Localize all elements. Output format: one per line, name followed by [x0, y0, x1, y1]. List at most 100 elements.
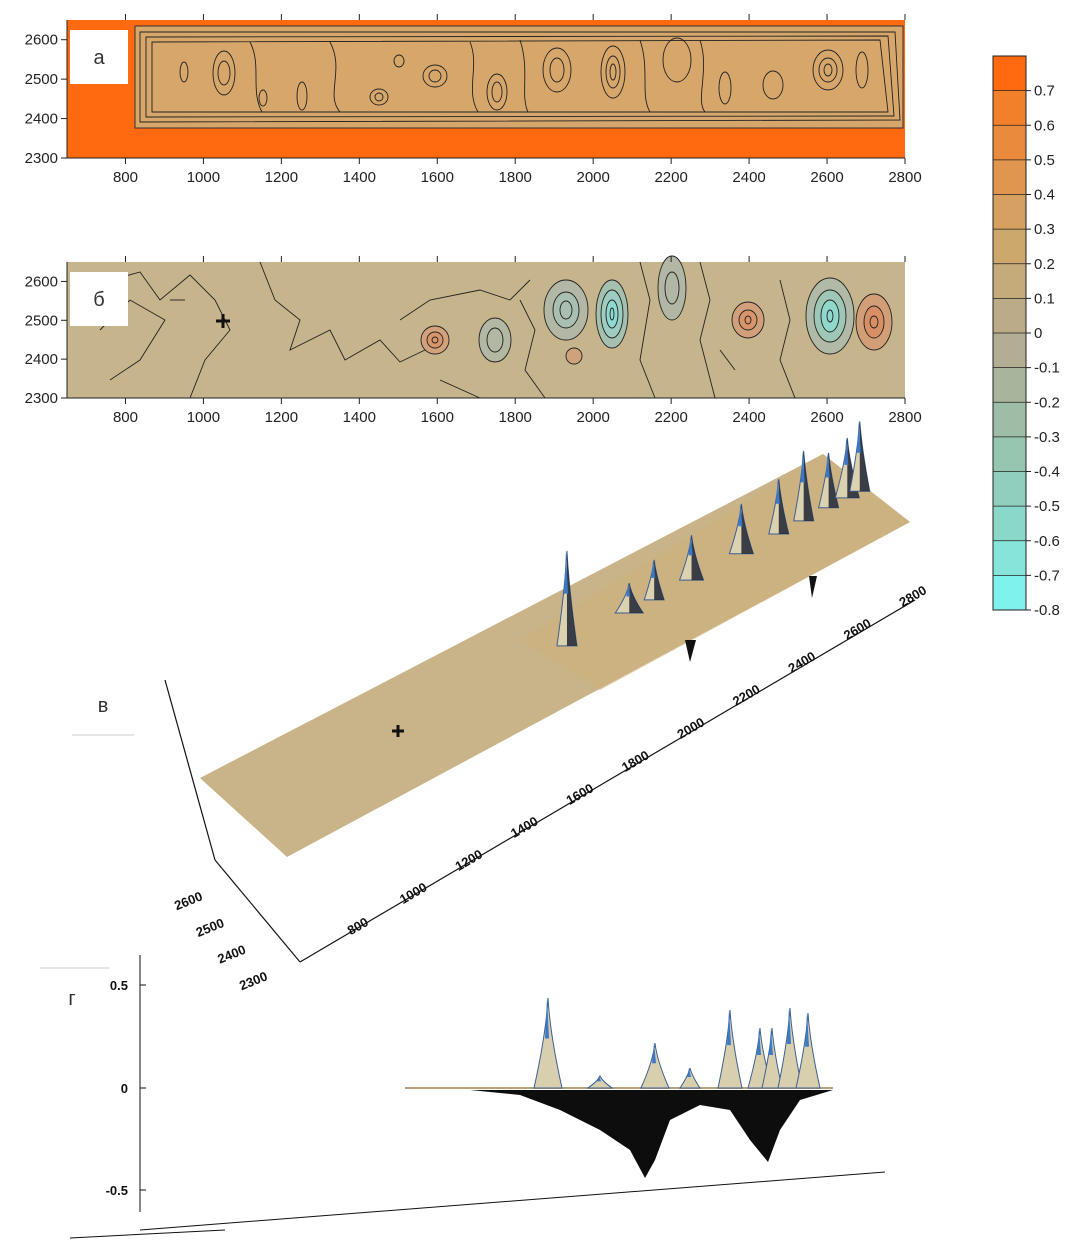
panel-label-a: а — [93, 47, 105, 69]
surface-peak-shadow — [778, 479, 789, 535]
surface-x-tick-label: 1600 — [563, 780, 596, 807]
x-tick-label: 1000 — [187, 169, 220, 186]
x-tick-label: 1600 — [421, 409, 454, 426]
surface-x-tick-label: 1400 — [508, 813, 541, 840]
panel-b-contours — [74, 255, 893, 399]
colorbar-cell — [993, 540, 1026, 576]
panel-d-peak — [640, 1042, 670, 1089]
x-tick-label: 2200 — [654, 169, 687, 186]
x-tick-label: 2400 — [732, 409, 765, 426]
y-tick-label: 2400 — [25, 351, 58, 368]
colorbar-label: -0.3 — [1034, 429, 1060, 446]
panel-d-z-tick-label: 0 — [121, 1081, 128, 1096]
surface-peak-shadow — [741, 503, 754, 554]
panel-d-base-axis-front — [69, 1229, 226, 1239]
panel-d-peak-tip — [597, 1076, 601, 1082]
colorbar-label: 0.6 — [1034, 117, 1055, 134]
panel-d-peak — [717, 1009, 743, 1089]
colorbar-cell — [993, 333, 1026, 369]
panel-a: а 800 1000 1200 1400 1600 1800 2000 2200 2400 260… — [25, 14, 922, 186]
surface-peak-tip — [626, 583, 631, 597]
colorbar: 0.7 0.6 0.5 0.4 0.3 0.2 0.1 0 -0.1 -0.2 -0.3 -0.4 -0… — [992, 55, 1060, 619]
x-tick-label: 2000 — [576, 409, 609, 426]
surface-peak-tip — [688, 535, 693, 556]
colorbar-cell — [993, 367, 1026, 403]
panel-b-marker-plus — [216, 314, 230, 328]
panel-c: в 800 1000 1200 1400 1600 1800 2000 2200 2400 260… — [72, 421, 929, 993]
panel-d-peak — [586, 1074, 614, 1089]
x-tick-label: 2200 — [654, 409, 687, 426]
colorbar-label: 0.2 — [1034, 256, 1055, 273]
panel-d-peak-tip — [805, 1013, 809, 1047]
surface-peak-tip — [563, 550, 568, 594]
x-tick-label: 1400 — [343, 169, 376, 186]
colorbar-label: 0.5 — [1034, 152, 1055, 169]
surface-x-tick-label: 1200 — [452, 846, 485, 873]
surface-peak-shadow — [828, 452, 839, 508]
colorbar-label: -0.7 — [1034, 567, 1060, 584]
y-tick-label: 2400 — [25, 111, 58, 128]
surface-peak-tip — [844, 437, 849, 465]
colorbar-cell — [993, 506, 1026, 542]
colorbar-label: -0.4 — [1034, 464, 1060, 481]
x-tick-label: 2800 — [888, 169, 921, 186]
y-tick-label: 2300 — [25, 150, 58, 167]
panel-d: г 0.5 0 -0.5 — [40, 955, 886, 1239]
surface-y-tick-label: 2400 — [215, 942, 247, 967]
colorbar-label: -0.8 — [1034, 602, 1060, 619]
panel-a-inner-region — [134, 25, 904, 129]
y-tick-label: 2600 — [25, 32, 58, 49]
panel-d-peak-tip — [727, 1010, 731, 1046]
colorbar-cell — [993, 56, 1026, 92]
surface-negative-troughs — [685, 576, 817, 662]
x-tick-label: 2800 — [888, 409, 921, 426]
surface-peak-shadow — [847, 437, 860, 498]
colorbar-cell — [993, 471, 1026, 507]
colorbar-label: 0.7 — [1034, 83, 1055, 100]
colorbar-cell — [993, 298, 1026, 334]
x-tick-label: 1600 — [421, 169, 454, 186]
surface-x-tick-label: 2000 — [674, 714, 707, 741]
panel-d-peak-tip — [545, 998, 549, 1039]
colorbar-cell — [993, 125, 1026, 161]
x-tick-label: 2000 — [576, 169, 609, 186]
panel-d-negative-lobes — [470, 1090, 833, 1178]
panel-d-peak — [679, 1067, 701, 1089]
panel-d-peak-tip — [757, 1028, 761, 1055]
x-tick-label: 1200 — [265, 409, 298, 426]
colorbar-label: -0.6 — [1034, 533, 1060, 550]
surface-marker-plus — [392, 725, 404, 737]
panel-d-peak-tip — [687, 1068, 691, 1077]
panel-label-box-b — [70, 272, 128, 326]
x-tick-label: 1800 — [499, 169, 532, 186]
colorbar-cell — [993, 263, 1026, 299]
surface-x-tick-label: 800 — [345, 914, 371, 938]
y-tick-label: 2300 — [25, 390, 58, 407]
panel-label-c: в — [98, 695, 109, 717]
surface-x-tick-label: 2400 — [785, 648, 818, 675]
surface-y-tick-label: 2500 — [194, 915, 226, 940]
x-tick-label: 800 — [113, 169, 138, 186]
y-tick-label: 2600 — [25, 273, 58, 290]
panel-d-peak-tip — [787, 1008, 791, 1044]
x-tick-label: 2600 — [810, 169, 843, 186]
colorbar-cell — [993, 436, 1026, 472]
y-tick-label: 2500 — [25, 71, 58, 88]
surface-x-tick-label: 2600 — [841, 615, 874, 642]
panel-d-z-tick-label: 0.5 — [110, 978, 128, 993]
panel-d-peak — [761, 1027, 783, 1089]
panel-d-z-tick-label: -0.5 — [106, 1183, 128, 1198]
panel-d-peak-tip — [652, 1043, 656, 1064]
x-tick-label: 1200 — [265, 169, 298, 186]
colorbar-cell — [993, 402, 1026, 438]
surface-y-tick-label: 2600 — [172, 888, 204, 913]
panel-d-base-axis — [139, 1171, 886, 1231]
colorbar-cell — [993, 194, 1026, 230]
surface-peak-tip — [825, 452, 830, 478]
surface-peak-tip — [856, 421, 861, 453]
x-tick-label: 1400 — [343, 409, 376, 426]
surface-x-tick-label: 1800 — [619, 747, 652, 774]
surface-x-tick-label: 2200 — [730, 681, 763, 708]
surface-peak-shadow — [629, 583, 644, 614]
